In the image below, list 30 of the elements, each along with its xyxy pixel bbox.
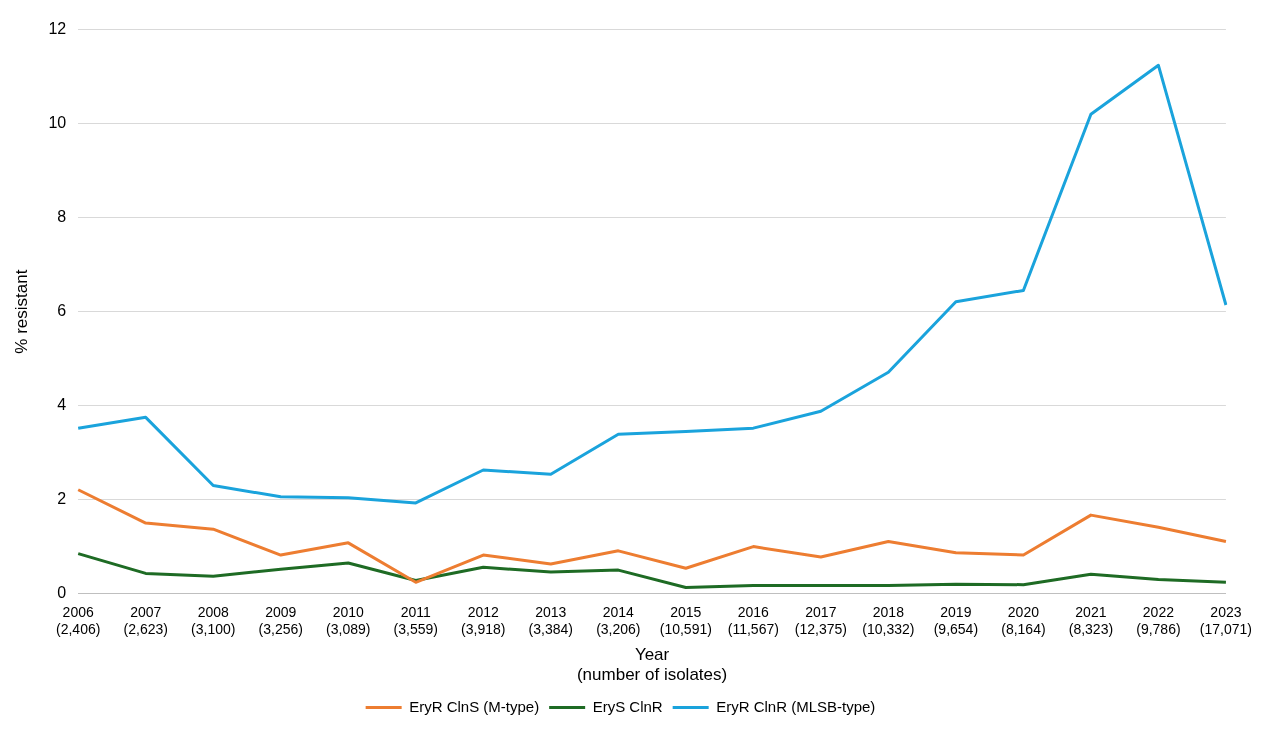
x-tick-label: 2021 (8,323) — [1068, 603, 1114, 637]
y-tick-label: 0 — [57, 584, 67, 602]
x-tick-label: 2007 (2,623) — [123, 603, 168, 637]
x-tick-label: 2020 (8,164) — [1001, 603, 1046, 637]
x-axis-title: Year (number of isolates) — [576, 645, 728, 685]
x-tick-label: 2013 (3,384) — [528, 603, 573, 637]
y-tick-label: 4 — [57, 396, 67, 414]
y-tick-label: 8 — [57, 208, 67, 226]
y-tick-label: 12 — [48, 20, 67, 38]
legend-label: EryR ClnS (M-type) — [409, 697, 540, 715]
x-tick-label: 2009 (3,256) — [258, 603, 303, 637]
x-tick-label: 2019 (9,654) — [933, 603, 979, 637]
x-tick-label: 2008 (3,100) — [191, 603, 236, 637]
x-tick-label: 2017 (12,375) — [794, 603, 847, 637]
legend-label: EryR ClnR (MLSB-type) — [716, 697, 876, 715]
x-tick-label: 2006 (2,406) — [56, 603, 101, 637]
legend-label: EryS ClnR — [592, 697, 663, 715]
x-tick-label: 2012 (3,918) — [461, 603, 506, 637]
x-tick-label: 2015 (10,591) — [659, 603, 712, 637]
y-axis-title: % resistant — [11, 269, 31, 354]
x-tick-label: 2023 (17,071) — [1199, 603, 1253, 637]
y-tick-label: 6 — [57, 302, 67, 320]
x-tick-label: 2018 (10,332) — [862, 603, 915, 637]
x-tick-label: 2010 (3,089) — [326, 603, 371, 637]
x-tick-label: 2011 (3,559) — [393, 603, 438, 637]
y-tick-label: 2 — [57, 490, 67, 508]
y-tick-label: 10 — [48, 114, 67, 132]
x-tick-label: 2016 (11,567) — [727, 603, 779, 637]
x-tick-label: 2022 (9,786) — [1136, 603, 1181, 637]
x-tick-label: 2014 (3,206) — [596, 603, 641, 637]
